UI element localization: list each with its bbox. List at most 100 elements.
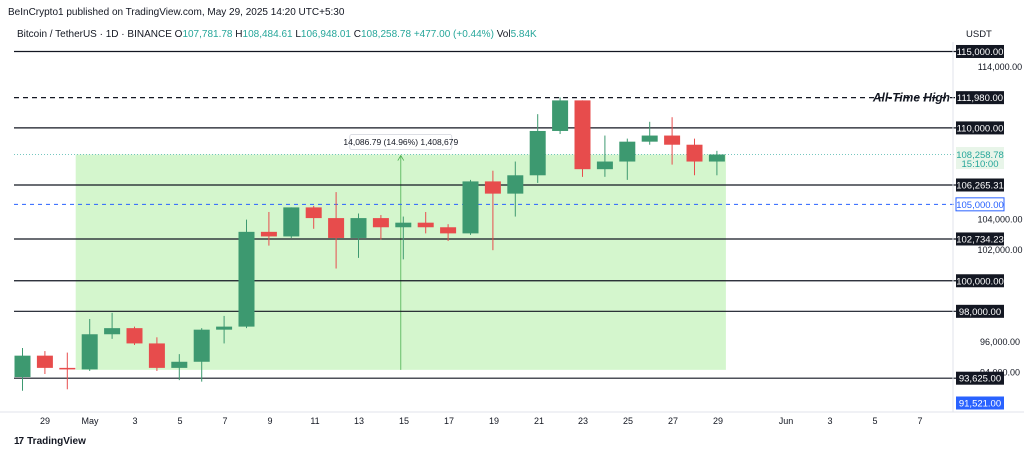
candle-body[interactable]	[81, 334, 98, 370]
candle-body[interactable]	[216, 326, 233, 330]
candle-body[interactable]	[260, 231, 277, 237]
x-tick-label: 29	[40, 416, 50, 426]
countdown-label: 15:10:00	[962, 159, 999, 170]
candle-body[interactable]	[36, 355, 53, 368]
candle-body[interactable]	[708, 154, 725, 162]
low-marker-tag[interactable]	[956, 396, 1004, 410]
ohlc-legend: Bitcoin / TetherUS · 1D · BINANCE O107,7…	[17, 29, 537, 40]
x-tick-label: 11	[310, 416, 319, 426]
x-tick-label: 15	[399, 416, 409, 426]
x-tick-label: 17	[444, 416, 454, 426]
measure-arrow-head	[397, 154, 405, 161]
level-price-tag[interactable]	[956, 44, 1004, 58]
level-price-label: 106,265.31	[956, 180, 1004, 191]
y-tick-label: 96,000.00	[980, 337, 1020, 347]
x-tick-label: Jun	[779, 416, 794, 426]
level-price-tag[interactable]	[956, 274, 1004, 288]
candle-body[interactable]	[529, 130, 546, 176]
measure-label-box	[349, 134, 453, 150]
x-tick-label: 5	[177, 416, 182, 426]
candle-body[interactable]	[305, 207, 322, 219]
candle-body[interactable]	[14, 355, 31, 378]
x-tick-label: 9	[267, 416, 272, 426]
candle-body[interactable]	[328, 218, 345, 238]
candle-body[interactable]	[440, 227, 457, 234]
level-price-tag[interactable]	[956, 91, 1004, 105]
last-price-label: 108,258.78	[956, 150, 1004, 161]
candle-body[interactable]	[596, 161, 613, 170]
candle-body[interactable]	[484, 181, 501, 194]
candle-body[interactable]	[462, 181, 479, 234]
x-tick-label: 5	[872, 416, 877, 426]
candle-body[interactable]	[283, 207, 300, 237]
low-label: L	[295, 29, 301, 40]
x-tick-label: May	[81, 416, 99, 426]
tradingview-brand: TradingView	[27, 436, 86, 447]
level-price-tag[interactable]	[956, 371, 1004, 385]
x-tick-label: 29	[713, 416, 723, 426]
candle-body[interactable]	[372, 218, 389, 228]
candle-body[interactable]	[171, 361, 188, 368]
candle-body[interactable]	[350, 218, 367, 238]
tradingview-logo[interactable]: 17 TradingView	[14, 436, 86, 447]
level-price-label: 93,625.00	[959, 374, 1001, 385]
x-tick-label: 27	[668, 416, 678, 426]
candle-body[interactable]	[664, 135, 681, 145]
symbol-label[interactable]: Bitcoin / TetherUS · 1D · BINANCE	[17, 29, 172, 40]
level-price-label: 102,734.23	[956, 234, 1004, 245]
volume-label: Vol	[496, 29, 511, 40]
level-price-label: 98,000.00	[959, 307, 1001, 318]
candle-body[interactable]	[148, 343, 165, 368]
x-tick-label: 13	[354, 416, 364, 426]
level-price-tag[interactable]	[956, 232, 1004, 246]
candle-body[interactable]	[193, 329, 210, 362]
x-tick-label: 7	[917, 416, 922, 426]
level-price-label: 100,000.00	[956, 276, 1004, 287]
candle-body[interactable]	[395, 222, 412, 228]
level-price-label: 111,980.00	[957, 93, 1003, 104]
candle-body[interactable]	[126, 328, 143, 344]
x-tick-label: 23	[578, 416, 588, 426]
low-value: 106,948.01	[300, 29, 351, 40]
level-price-tag[interactable]	[956, 178, 1004, 192]
change-value: +477.00 (+0.44%)	[413, 29, 494, 40]
candle-body[interactable]	[574, 100, 591, 170]
level-price-tag[interactable]	[956, 121, 1004, 135]
candle-body[interactable]	[59, 367, 76, 370]
candle-body[interactable]	[507, 175, 524, 194]
x-tick-label: 21	[534, 416, 544, 426]
level-price-tag[interactable]	[956, 304, 1004, 318]
level-price-tag[interactable]	[955, 197, 1005, 212]
candle-body[interactable]	[104, 328, 121, 335]
x-tick-label: 3	[132, 416, 137, 426]
x-tick-label: 19	[489, 416, 499, 426]
measure-label: 14,086.79 (14.96%) 1,408,679	[343, 137, 458, 147]
last-price-tag[interactable]	[956, 147, 1004, 170]
publisher-line: BeInCrypto1 published on TradingView.com…	[8, 7, 345, 18]
tradingview-logo-icon: 17	[14, 436, 24, 447]
high-label: H	[235, 29, 243, 40]
high-value: 108,484.61	[242, 29, 293, 40]
level-price-label: 115,000.00	[957, 47, 1004, 58]
open-label: O	[174, 29, 183, 40]
candle-body[interactable]	[552, 100, 569, 131]
candle-body[interactable]	[686, 144, 703, 162]
candle-body[interactable]	[238, 231, 255, 327]
currency-label[interactable]: USDT	[966, 29, 992, 40]
y-tick-label: 114,000.00	[978, 62, 1022, 72]
ath-annotation: All-Time High	[872, 91, 950, 105]
volume-value: 5.84K	[510, 29, 537, 40]
candle-body[interactable]	[619, 141, 636, 162]
y-tick-label: 104,000.00	[977, 215, 1022, 225]
level-price-label: 110,000.00	[957, 123, 1004, 134]
low-marker-label: 91,521.00	[959, 399, 1001, 410]
close-label: C	[353, 29, 361, 40]
x-tick-label: 25	[623, 416, 633, 426]
open-value: 107,781.78	[182, 29, 233, 40]
candle-body[interactable]	[641, 135, 658, 142]
candle-body[interactable]	[417, 222, 434, 228]
y-tick-label: 102,000.00	[977, 245, 1022, 255]
x-tick-label: 3	[827, 416, 832, 426]
level-price-label: 105,000.00	[956, 200, 1004, 211]
